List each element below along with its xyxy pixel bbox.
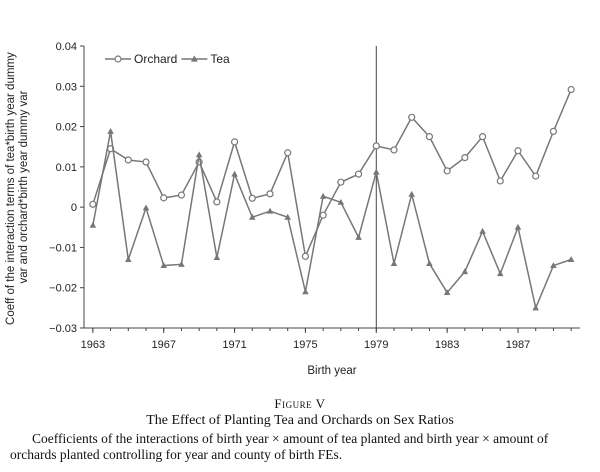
x-tick-label: 1975 — [293, 339, 317, 351]
data-point-orchard — [478, 133, 487, 141]
data-point-tea — [195, 151, 203, 158]
legend-item-orchard: Orchard — [105, 52, 177, 66]
legend-item-tea: Tea — [181, 52, 230, 66]
x-tick-label: 1971 — [222, 339, 246, 351]
y-tick-label: 0 — [71, 202, 77, 214]
data-point-orchard — [443, 167, 451, 175]
series-line-tea — [92, 131, 572, 311]
data-point-tea — [461, 268, 469, 275]
legend-marker-circle — [114, 55, 122, 63]
y-tick-label: 0.04 — [56, 41, 77, 53]
data-point-orchard — [284, 149, 292, 157]
data-point-tea — [497, 270, 504, 277]
x-tick-label: 1987 — [506, 339, 530, 351]
data-point-tea — [567, 256, 575, 262]
data-point-orchard — [266, 190, 274, 198]
y-tick-label: −0.01 — [49, 242, 77, 254]
data-point-tea — [373, 168, 380, 175]
figure-label: Figure V — [274, 396, 326, 411]
data-point-orchard — [496, 177, 504, 185]
data-point-tea — [107, 127, 114, 134]
data-point-tea — [125, 256, 132, 262]
data-point-tea — [178, 260, 185, 267]
y-axis-label: Coeff of the interaction terms of tea*bi… — [5, 49, 30, 325]
data-point-tea — [337, 198, 345, 205]
data-point-orchard — [567, 85, 575, 94]
y-tick-label: 0.03 — [56, 81, 77, 93]
data-point-tea — [443, 289, 451, 296]
legend-label: Tea — [210, 52, 230, 66]
data-point-tea — [284, 213, 291, 220]
legend-marker-triangle — [190, 55, 198, 62]
data-point-orchard — [514, 147, 522, 155]
data-point-tea — [532, 304, 539, 311]
data-point-tea — [160, 262, 167, 269]
data-point-tea — [142, 204, 150, 211]
data-point-tea — [231, 170, 238, 177]
legend-label: Orchard — [134, 52, 177, 66]
legend: Orchard Tea — [105, 52, 230, 66]
data-point-tea — [302, 288, 309, 295]
data-point-tea — [514, 223, 522, 230]
data-point-orchard — [390, 146, 398, 154]
figure-title: The Effect of Planting Tea and Orchards … — [146, 413, 454, 428]
data-point-orchard — [301, 252, 310, 260]
data-point-tea — [390, 260, 398, 267]
data-point-orchard — [408, 113, 416, 121]
data-point-tea — [213, 254, 221, 260]
data-point-tea — [249, 213, 256, 220]
figure-note: Coefficients of the interactions of birt… — [10, 431, 549, 462]
data-point-tea — [319, 192, 327, 199]
data-point-orchard — [248, 194, 256, 202]
data-point-tea — [355, 233, 362, 240]
y-ticks: −0.03 −0.02 −0.01 0 0.01 0.02 0.03 0.04 — [49, 41, 84, 335]
data-point-tea — [479, 227, 486, 234]
x-axis-label: Birth year — [307, 365, 356, 377]
axes — [83, 46, 580, 329]
y-axis-label-line-2: var and orchard*birth year dummy var — [18, 90, 30, 283]
y-tick-label: 0.02 — [56, 122, 77, 134]
data-point-tea — [550, 262, 557, 269]
series-line-orchard — [92, 89, 572, 259]
data-point-orchard — [532, 172, 540, 180]
data-point-orchard — [213, 198, 221, 206]
data-point-orchard — [425, 133, 434, 141]
data-point-orchard — [337, 178, 345, 186]
x-tick-label: 1963 — [81, 339, 105, 351]
data-point-orchard — [461, 153, 469, 162]
data-point-orchard — [549, 127, 558, 136]
data-point-tea — [89, 221, 97, 228]
data-point-orchard — [142, 158, 150, 166]
x-tick-label: 1967 — [151, 339, 175, 351]
y-tick-label: 0.01 — [56, 162, 77, 174]
data-point-orchard — [177, 191, 186, 199]
data-point-orchard — [319, 211, 327, 219]
data-point-orchard — [230, 138, 239, 146]
data-point-orchard — [354, 170, 363, 178]
series — [89, 85, 575, 311]
series-orchard — [89, 85, 575, 260]
y-axis-label-line-1: Coeff of the interaction terms of tea*bi… — [5, 52, 17, 325]
data-point-tea — [266, 207, 274, 214]
data-point-orchard — [89, 200, 97, 208]
data-point-orchard — [124, 156, 132, 164]
data-point-tea — [426, 260, 433, 267]
x-tick-label: 1979 — [364, 339, 388, 351]
x-ticks: 1963 1967 1971 1975 1979 1983 1987 — [81, 328, 572, 351]
data-point-orchard — [372, 142, 380, 150]
series-tea — [89, 127, 575, 311]
data-point-tea — [408, 190, 415, 197]
y-tick-label: −0.02 — [49, 283, 77, 295]
x-tick-label: 1983 — [435, 339, 459, 351]
data-point-orchard — [160, 194, 168, 202]
y-tick-label: −0.03 — [49, 323, 77, 335]
